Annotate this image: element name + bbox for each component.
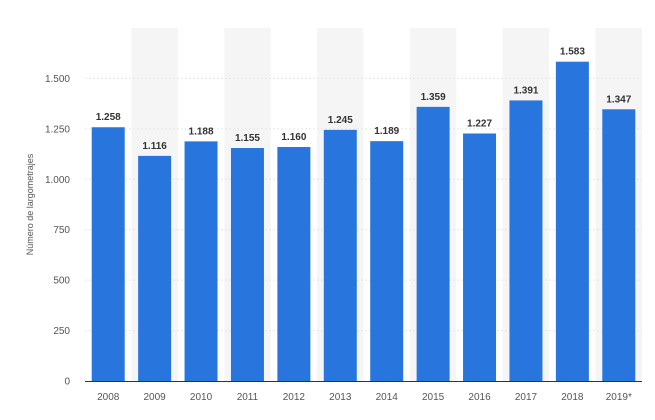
x-tick-label-2018: 2018 bbox=[561, 392, 584, 403]
bar-2011[interactable] bbox=[230, 148, 264, 381]
value-label-2012: 1.160 bbox=[281, 132, 306, 143]
y-tick-labels: 0 250 500 750 1.000 1.250 1.500 bbox=[45, 74, 70, 388]
y-tick-label: 1.000 bbox=[45, 175, 70, 186]
x-tick-label-2010: 2010 bbox=[190, 392, 213, 403]
bar-2012[interactable] bbox=[277, 147, 311, 381]
x-tick-label-2015: 2015 bbox=[422, 392, 445, 403]
y-tick-label: 500 bbox=[53, 276, 70, 287]
x-tick-label-2008: 2008 bbox=[97, 392, 120, 403]
y-axis-label: Número de largometrajes bbox=[25, 153, 35, 255]
y-tick-label: 750 bbox=[53, 225, 70, 236]
x-tick-label-2013: 2013 bbox=[329, 392, 352, 403]
bar-2010[interactable] bbox=[184, 141, 218, 381]
value-label-2018: 1.583 bbox=[560, 47, 585, 58]
bar-2008[interactable] bbox=[91, 127, 125, 381]
value-label-2008: 1.258 bbox=[96, 112, 121, 123]
x-tick-label-2014: 2014 bbox=[376, 392, 399, 403]
bar-2014[interactable] bbox=[370, 141, 404, 381]
bar-2019*[interactable] bbox=[602, 109, 636, 381]
bar-2016[interactable] bbox=[463, 133, 497, 381]
bar-2015[interactable] bbox=[416, 106, 450, 381]
gridlines bbox=[85, 77, 642, 332]
x-tick-labels: 2008 2009 2010 2011 2012 2013 2014 2015 2016 2017… bbox=[97, 392, 632, 403]
value-label-2016: 1.227 bbox=[467, 118, 492, 129]
y-tick-label: 0 bbox=[64, 377, 70, 388]
x-tick-label-2019*: 2019* bbox=[606, 392, 632, 403]
value-label-2013: 1.245 bbox=[328, 115, 353, 126]
x-tick-label-2016: 2016 bbox=[468, 392, 491, 403]
bars bbox=[91, 61, 636, 382]
value-label-2017: 1.391 bbox=[513, 85, 538, 96]
x-tick-label-2017: 2017 bbox=[515, 392, 538, 403]
y-tick-label: 1.500 bbox=[45, 74, 70, 85]
value-label-2010: 1.188 bbox=[189, 126, 214, 137]
value-label-2009: 1.116 bbox=[142, 141, 167, 152]
x-tick-label-2012: 2012 bbox=[283, 392, 306, 403]
y-tick-label: 250 bbox=[53, 326, 70, 337]
y-tick-label: 1.250 bbox=[45, 124, 70, 135]
value-labels: 1.258 1.116 1.188 1.155 1.160 1.245 1.189 1.359… bbox=[96, 47, 632, 152]
x-tick-label-2011: 2011 bbox=[237, 392, 259, 403]
bar-2017[interactable] bbox=[509, 100, 543, 381]
value-label-2014: 1.189 bbox=[374, 126, 399, 137]
value-label-2011: 1.155 bbox=[235, 133, 260, 144]
value-label-2015: 1.359 bbox=[421, 92, 446, 103]
bar-2009[interactable] bbox=[138, 155, 172, 381]
bar-2018[interactable] bbox=[555, 61, 589, 382]
x-tick-label-2009: 2009 bbox=[144, 392, 167, 403]
value-label-2019*: 1.347 bbox=[606, 94, 631, 105]
bar-2013[interactable] bbox=[323, 129, 357, 381]
